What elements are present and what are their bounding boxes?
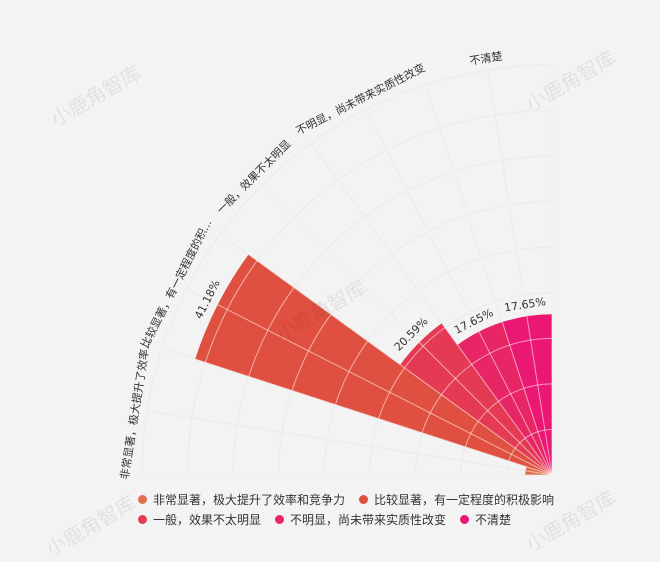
grid-spoke xyxy=(365,109,553,476)
legend-item[interactable]: 比较显著，有一定程度的积极影响 xyxy=(359,491,554,508)
legend-swatch xyxy=(460,514,470,524)
grid-spoke xyxy=(310,143,553,476)
legend-swatch xyxy=(359,494,369,504)
legend-item[interactable]: 一般，效果不太明显 xyxy=(138,511,261,528)
rose-sector xyxy=(195,254,552,475)
legend-swatch xyxy=(138,514,147,524)
rose-sector xyxy=(502,314,552,475)
legend-label: 比较显著，有一定程度的积极影响 xyxy=(374,492,555,507)
grid-spoke xyxy=(146,410,553,476)
legend-label: 不清楚 xyxy=(475,512,512,527)
legend-swatch xyxy=(138,494,147,504)
axis-label: 非常显著，极大提升了效率... xyxy=(117,338,153,481)
legend-item[interactable]: 不清楚 xyxy=(460,511,511,528)
grid-spoke xyxy=(261,184,553,476)
legend-label: 非常显著，极大提升了效率和竞争力 xyxy=(153,492,346,507)
grid-spoke xyxy=(186,288,553,476)
legend-label: 一般，效果不太明显 xyxy=(153,512,262,527)
grid-spoke xyxy=(487,69,553,476)
rose-sector xyxy=(457,322,552,475)
grid-spoke xyxy=(424,84,553,476)
legend-row: 一般，效果不太明显 不明显，尚未带来实质性改变 不清楚 xyxy=(138,509,658,529)
legend-swatch xyxy=(275,514,285,524)
grid-spoke xyxy=(161,347,553,476)
axis-label: 比较显著，有一定程度的积... xyxy=(137,217,214,350)
rose-chart: 非常显著，极大提升了效率...比较显著，有一定程度的积...一般，效果不太明显不… xyxy=(117,49,553,481)
grid-overlay xyxy=(141,64,553,476)
legend-row: 非常显著，极大提升了效率和竞争力 比较显著，有一定程度的积极影响 xyxy=(138,489,658,509)
grid-spoke xyxy=(220,233,553,476)
sectors xyxy=(141,64,553,476)
axis-label: 不清楚 xyxy=(469,49,504,68)
axis-label: 不明显，尚未带来实质性改变 xyxy=(294,60,428,137)
legend-item[interactable]: 不明显，尚未带来实质性改变 xyxy=(275,511,446,528)
data-label: 17.65% xyxy=(503,295,546,314)
legend-item[interactable]: 非常显著，极大提升了效率和竞争力 xyxy=(138,491,345,508)
legend-label: 不明显，尚未带来实质性改变 xyxy=(290,512,447,527)
legend: 非常显著，极大提升了效率和竞争力 比较显著，有一定程度的积极影响 一般，效果不太… xyxy=(138,489,658,529)
